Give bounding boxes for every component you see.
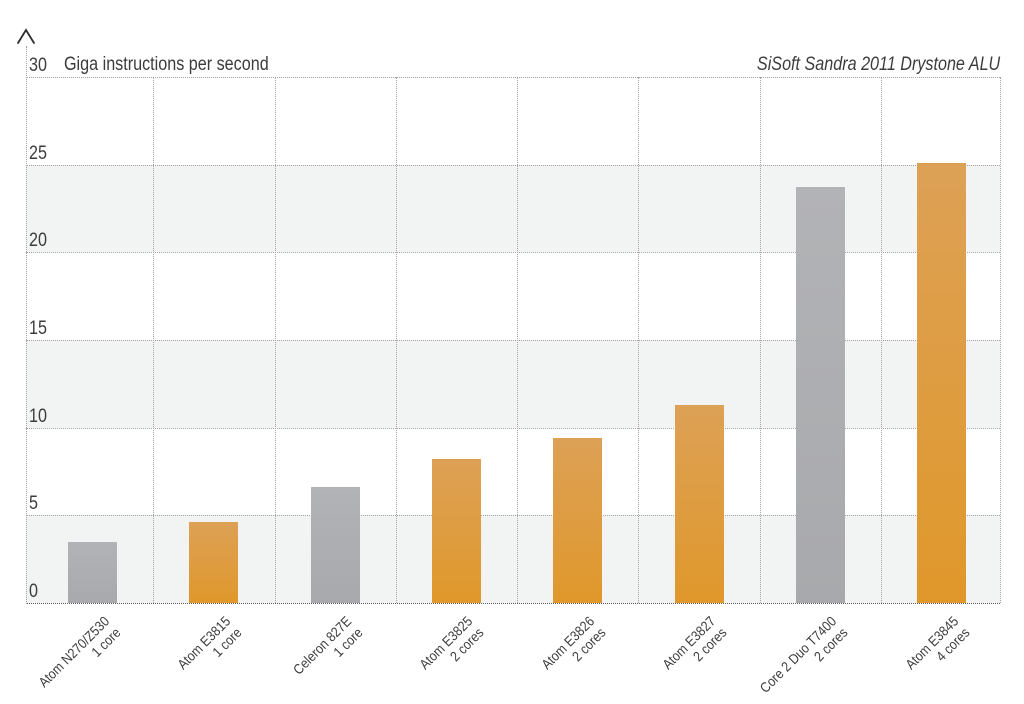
bar-atom-n270-z530 bbox=[68, 541, 117, 603]
gridline-y-30 bbox=[26, 77, 1000, 78]
y-tick-label-10: 10 bbox=[29, 405, 47, 427]
bar-celeron-827e bbox=[310, 487, 360, 603]
gridline-y-5 bbox=[26, 515, 1000, 517]
band-10-5 bbox=[26, 427, 1000, 516]
bar-core-2-duo-t7400 bbox=[795, 187, 845, 603]
chart-title-unit: Giga instructions per second bbox=[64, 54, 269, 75]
y-tick-label-5: 5 bbox=[29, 493, 38, 515]
band-20-15 bbox=[26, 252, 1000, 340]
gridline-y-10 bbox=[26, 427, 1000, 429]
y-tick-label-0: 0 bbox=[29, 581, 38, 602]
y-axis-line bbox=[26, 46, 27, 604]
bar-atom-e3845 bbox=[917, 162, 967, 603]
gridline-y-15 bbox=[26, 340, 1000, 341]
bar-atom-e3826 bbox=[553, 438, 603, 603]
bar-atom-e3815 bbox=[189, 522, 239, 603]
x-label-atom-n270-z530: Atom N270/Z530 1 core bbox=[0, 613, 123, 704]
band-15-10 bbox=[26, 340, 1000, 428]
y-tick-label-20: 20 bbox=[29, 230, 47, 252]
bar-atom-e3827 bbox=[674, 404, 724, 603]
y-axis-arrow-icon bbox=[17, 28, 35, 44]
bar-atom-e3825 bbox=[431, 459, 481, 603]
y-tick-label-25: 25 bbox=[29, 142, 47, 164]
chart-subtitle-benchmark: SiSoft Sandra 2011 Drystone ALU bbox=[756, 54, 1000, 75]
band-25-20 bbox=[26, 164, 1000, 253]
band-30-25 bbox=[26, 77, 1000, 165]
gridline-y-20 bbox=[26, 252, 1000, 254]
band-5-0 bbox=[26, 515, 1000, 603]
chart-right-edge bbox=[1000, 77, 1001, 603]
y-tick-label-15: 15 bbox=[29, 318, 47, 339]
gridline-y-25 bbox=[26, 164, 1000, 166]
y-tick-label-30: 30 bbox=[29, 55, 47, 76]
gridline-y-0 bbox=[26, 603, 1000, 604]
